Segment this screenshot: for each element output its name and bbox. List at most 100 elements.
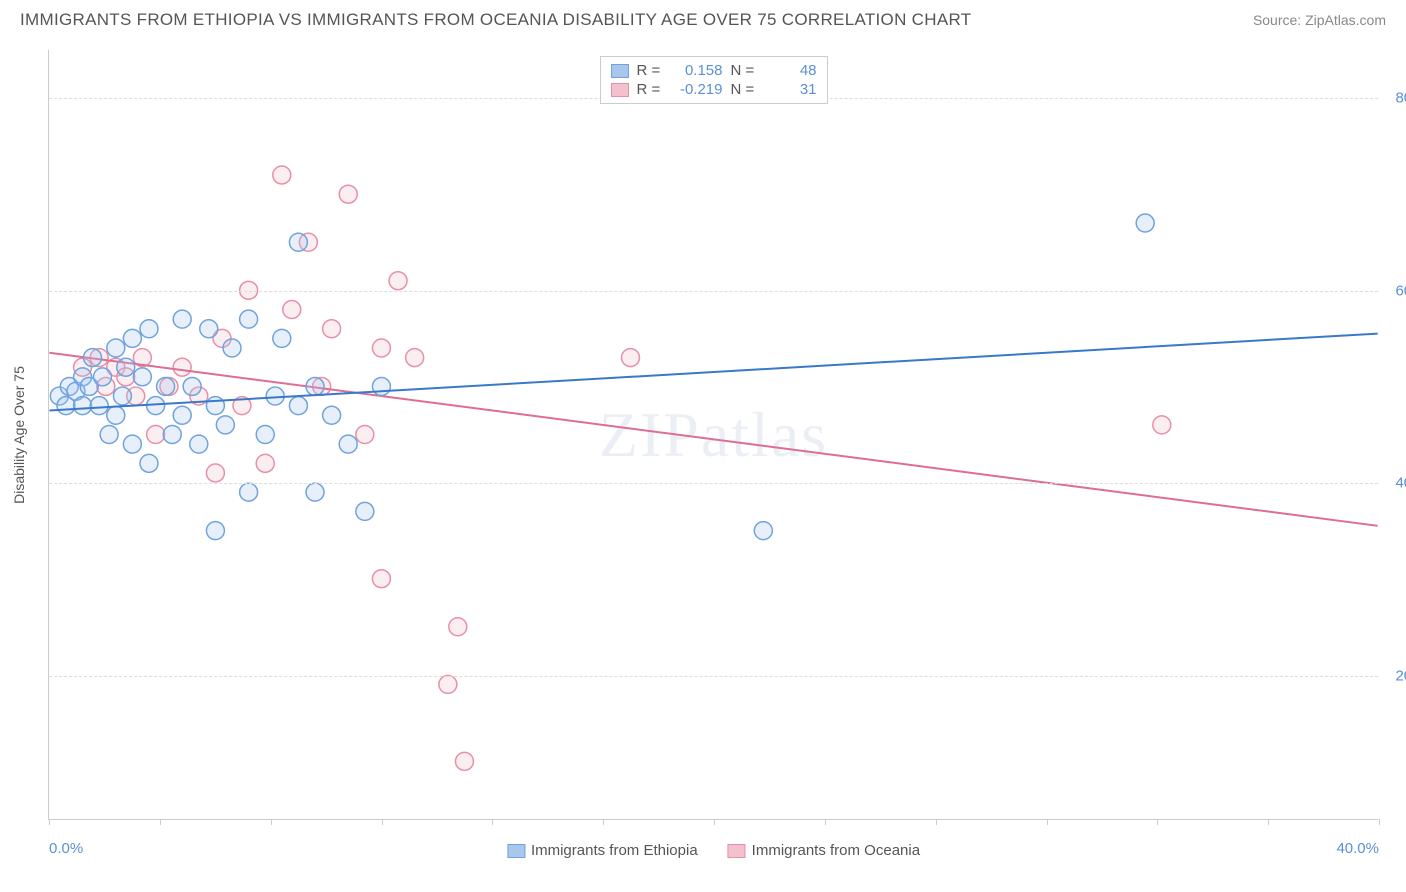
data-point-ethiopia <box>339 435 357 453</box>
legend-item-oceania: Immigrants from Oceania <box>728 842 920 859</box>
chart-title: IMMIGRANTS FROM ETHIOPIA VS IMMIGRANTS F… <box>20 10 971 30</box>
data-point-oceania <box>449 618 467 636</box>
data-point-ethiopia <box>240 483 258 501</box>
data-point-ethiopia <box>100 426 118 444</box>
data-point-ethiopia <box>140 454 158 472</box>
data-point-oceania <box>356 426 374 444</box>
x-tick-label: 0.0% <box>49 840 83 857</box>
legend-item-ethiopia: Immigrants from Ethiopia <box>507 842 698 859</box>
data-point-ethiopia <box>356 502 374 520</box>
data-point-ethiopia <box>157 377 175 395</box>
data-point-ethiopia <box>140 320 158 338</box>
data-point-oceania <box>147 426 165 444</box>
r-label: R = <box>637 81 665 98</box>
data-point-ethiopia <box>306 377 324 395</box>
data-point-ethiopia <box>94 368 112 386</box>
y-axis-label: Disability Age Over 75 <box>11 366 27 504</box>
x-tick <box>1268 819 1269 825</box>
x-tick <box>714 819 715 825</box>
y-tick-label: 40.0% <box>1383 475 1406 492</box>
data-point-oceania <box>389 272 407 290</box>
chart-header: IMMIGRANTS FROM ETHIOPIA VS IMMIGRANTS F… <box>0 0 1406 34</box>
x-tick <box>382 819 383 825</box>
data-point-ethiopia <box>107 339 125 357</box>
data-point-ethiopia <box>163 426 181 444</box>
x-tick <box>603 819 604 825</box>
plot-area: Disability Age Over 75 ZIPatlas R = 0.15… <box>48 50 1378 820</box>
data-point-ethiopia <box>173 310 191 328</box>
chart-svg <box>49 50 1378 819</box>
data-point-ethiopia <box>206 397 224 415</box>
data-point-oceania <box>372 339 390 357</box>
data-point-oceania <box>256 454 274 472</box>
n-value-oceania: 31 <box>767 81 817 98</box>
data-point-oceania <box>323 320 341 338</box>
r-value-oceania: -0.219 <box>673 81 723 98</box>
data-point-ethiopia <box>1136 214 1154 232</box>
y-tick-label: 60.0% <box>1383 282 1406 299</box>
y-tick-label: 20.0% <box>1383 667 1406 684</box>
x-tick <box>936 819 937 825</box>
grid-line <box>49 291 1378 292</box>
series-legend: Immigrants from Ethiopia Immigrants from… <box>507 842 920 859</box>
x-tick-label: 40.0% <box>1336 840 1379 857</box>
swatch-ethiopia <box>611 64 629 78</box>
data-point-ethiopia <box>372 377 390 395</box>
x-tick <box>1379 819 1380 825</box>
source-attribution: Source: ZipAtlas.com <box>1253 12 1386 28</box>
legend-row-ethiopia: R = 0.158 N = 48 <box>611 61 817 80</box>
n-value-ethiopia: 48 <box>767 62 817 79</box>
data-point-oceania <box>339 185 357 203</box>
swatch-oceania <box>728 844 746 858</box>
data-point-ethiopia <box>173 406 191 424</box>
x-tick <box>825 819 826 825</box>
data-point-ethiopia <box>223 339 241 357</box>
swatch-ethiopia <box>507 844 525 858</box>
data-point-oceania <box>455 752 473 770</box>
data-point-ethiopia <box>306 483 324 501</box>
swatch-oceania <box>611 83 629 97</box>
data-point-ethiopia <box>183 377 201 395</box>
data-point-ethiopia <box>256 426 274 444</box>
x-tick <box>492 819 493 825</box>
data-point-ethiopia <box>107 406 125 424</box>
legend-label-oceania: Immigrants from Oceania <box>752 842 920 859</box>
n-label: N = <box>731 81 759 98</box>
data-point-oceania <box>372 570 390 588</box>
data-point-ethiopia <box>74 397 92 415</box>
data-point-ethiopia <box>289 233 307 251</box>
x-tick <box>1157 819 1158 825</box>
data-point-ethiopia <box>289 397 307 415</box>
n-label: N = <box>731 62 759 79</box>
data-point-oceania <box>621 349 639 367</box>
data-point-ethiopia <box>90 397 108 415</box>
data-point-ethiopia <box>240 310 258 328</box>
data-point-oceania <box>1153 416 1171 434</box>
grid-line <box>49 676 1378 677</box>
regression-line-ethiopia <box>49 334 1377 411</box>
x-tick <box>1047 819 1048 825</box>
data-point-ethiopia <box>84 349 102 367</box>
data-point-ethiopia <box>113 387 131 405</box>
r-value-ethiopia: 0.158 <box>673 62 723 79</box>
legend-label-ethiopia: Immigrants from Ethiopia <box>531 842 698 859</box>
data-point-oceania <box>439 675 457 693</box>
x-tick <box>49 819 50 825</box>
correlation-legend: R = 0.158 N = 48 R = -0.219 N = 31 <box>600 56 828 104</box>
x-tick <box>160 819 161 825</box>
data-point-ethiopia <box>123 329 141 347</box>
data-point-ethiopia <box>190 435 208 453</box>
data-point-oceania <box>273 166 291 184</box>
data-point-ethiopia <box>206 522 224 540</box>
data-point-oceania <box>406 349 424 367</box>
r-label: R = <box>637 62 665 79</box>
data-point-ethiopia <box>133 368 151 386</box>
data-point-ethiopia <box>273 329 291 347</box>
legend-row-oceania: R = -0.219 N = 31 <box>611 80 817 99</box>
grid-line <box>49 483 1378 484</box>
data-point-ethiopia <box>123 435 141 453</box>
data-point-ethiopia <box>216 416 234 434</box>
data-point-oceania <box>283 301 301 319</box>
x-tick <box>271 819 272 825</box>
data-point-oceania <box>206 464 224 482</box>
